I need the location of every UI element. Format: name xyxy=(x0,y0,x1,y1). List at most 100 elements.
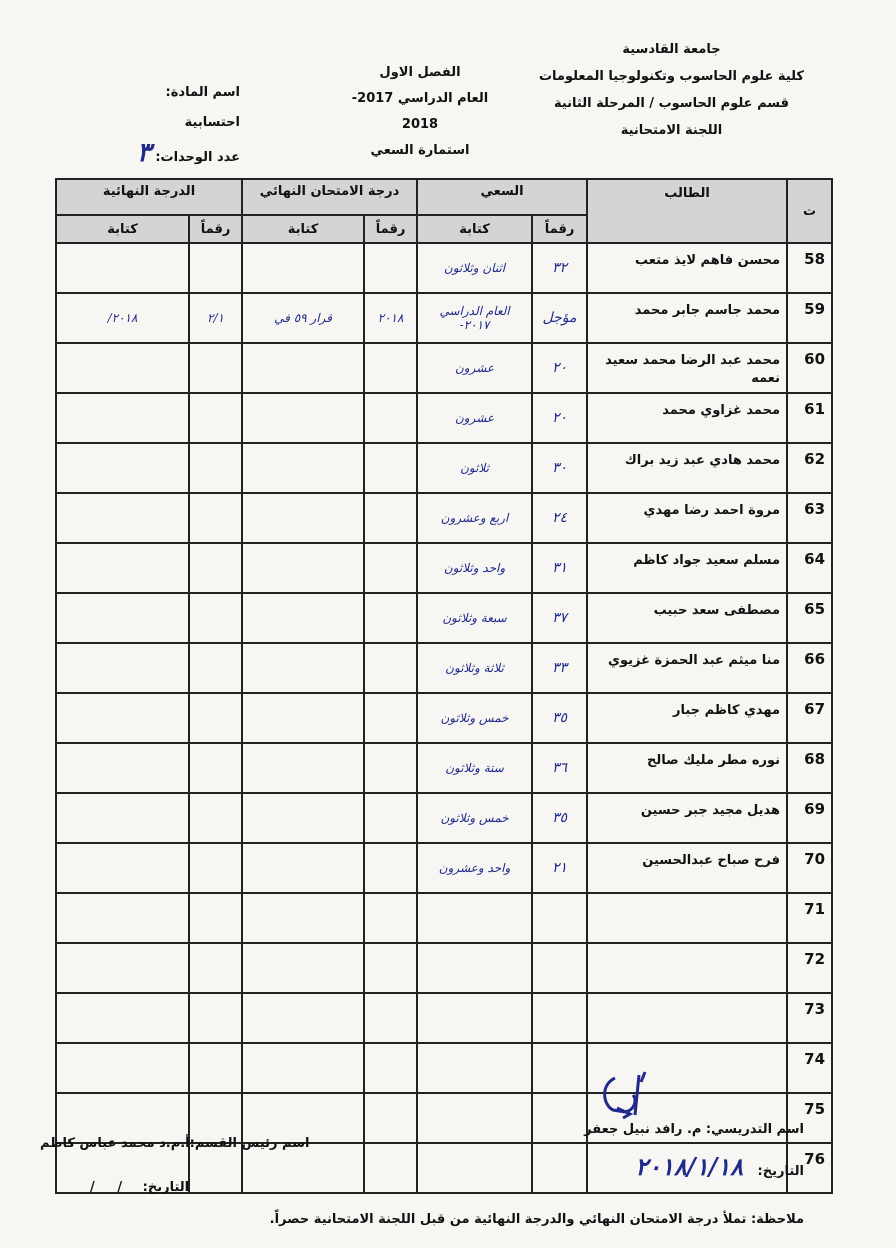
table-row: 66 منا ميثم عبد الحمزة غزيوي ٣٣ ثلاثة وثلاث… xyxy=(54,642,834,694)
final-exam-words xyxy=(241,892,366,944)
university-name: جامعة القادسية xyxy=(622,42,721,57)
coursework-words: خمس وثلاثون xyxy=(416,692,534,744)
final-exam-words-header: كتابة xyxy=(241,214,366,244)
row-number: 62 xyxy=(786,442,834,494)
row-number: 59 xyxy=(786,292,834,344)
final-grade-words xyxy=(54,542,191,594)
coursework-digits xyxy=(531,1142,589,1194)
final-exam-digits xyxy=(363,742,419,794)
final-exam-words xyxy=(241,942,366,994)
final-grade-words xyxy=(54,1042,191,1094)
final-grade-digits xyxy=(188,242,244,294)
final-grade-words xyxy=(54,642,191,694)
table-row: 70 فرح صباح عبدالحسين ٢١ واحد وعشرون xyxy=(54,842,834,894)
department-head-name: اسم رئيس القسم:أ.م.د محمد عباس كاظم xyxy=(40,1136,310,1151)
coursework-words: خمس وثلاثون xyxy=(416,792,534,844)
final-exam-digits xyxy=(363,642,419,694)
coursework-digits xyxy=(531,992,589,1044)
coursework-words xyxy=(416,1042,534,1094)
row-number: 64 xyxy=(786,542,834,594)
row-number: 69 xyxy=(786,792,834,844)
final-grade-digits xyxy=(188,842,244,894)
final-exam-header: درجة الامتحان النهائي xyxy=(241,178,419,216)
table-row: 72 xyxy=(54,942,834,994)
student-name: مصطفى سعد حبيب xyxy=(586,592,789,644)
final-grade-words: ٢٠١٨/ xyxy=(54,292,191,344)
coursework-digits: ٣٧ xyxy=(531,592,589,644)
table-row: 67 مهدي كاظم جبار ٣٥ خمس وثلاثون xyxy=(54,692,834,744)
coursework-words: ثلاثون xyxy=(416,442,534,494)
final-grade-digits xyxy=(188,1092,244,1144)
coursework-words: عشرون xyxy=(416,342,534,394)
units-value: ٣ xyxy=(136,138,151,168)
final-exam-digits xyxy=(363,992,419,1044)
student-name: محمد غزاوي محمد xyxy=(586,392,789,444)
row-number: 65 xyxy=(786,592,834,644)
final-exam-words xyxy=(241,992,366,1044)
final-grade-digits xyxy=(188,892,244,944)
student-name: محمد هادي عبد زيد براك xyxy=(586,442,789,494)
form-title: استمارة السعي xyxy=(370,143,470,158)
table-row: 63 مروة احمد رضا مهدي ٢٤ اربع وعشرون xyxy=(54,492,834,544)
final-grade-digits xyxy=(188,342,244,394)
semester: الفصل الاول xyxy=(379,65,461,80)
student-name: نوره مطر مليك صالح xyxy=(586,742,789,794)
row-number: 68 xyxy=(786,742,834,794)
final-grade-digits xyxy=(188,592,244,644)
final-grade-words xyxy=(54,492,191,544)
form-header: الفصل الاول العام الدراسي 2017-2018 استم… xyxy=(340,60,500,164)
final-exam-words xyxy=(241,242,366,294)
final-grade-words xyxy=(54,942,191,994)
final-grade-digits xyxy=(188,692,244,744)
final-exam-words xyxy=(241,492,366,544)
final-exam-words xyxy=(241,642,366,694)
row-number: 70 xyxy=(786,842,834,894)
final-exam-words xyxy=(241,442,366,494)
table-row: 68 نوره مطر مليك صالح ٣٦ ستة وثلاثون xyxy=(54,742,834,794)
final-grade-digits xyxy=(188,542,244,594)
coursework-words: العام الدراسي ٢٠١٧- xyxy=(416,292,534,344)
coursework-digits: ٣٥ xyxy=(531,792,589,844)
coursework-digits-header: رقماً xyxy=(531,214,589,244)
table-row: 73 xyxy=(54,992,834,1044)
row-number: 76 xyxy=(786,1142,834,1194)
final-exam-words xyxy=(241,1042,366,1094)
final-exam-words: قرار ٥٩ في xyxy=(241,292,366,344)
coursework-digits: ٣٥ xyxy=(531,692,589,744)
head-date-label: التاريخ: xyxy=(142,1180,190,1195)
row-number: 58 xyxy=(786,242,834,294)
final-grade-digits xyxy=(188,942,244,994)
coursework-words: ثلاثة وثلاثون xyxy=(416,642,534,694)
student-name: مسلم سعيد جواد كاظم xyxy=(586,542,789,594)
row-number: 71 xyxy=(786,892,834,944)
student-name: محمد عبد الرضا محمد سعيد نعمه xyxy=(586,342,789,394)
student-name: محسن فاهم لايذ متعب xyxy=(586,242,789,294)
final-grade-words xyxy=(54,342,191,394)
coursework-words: اربع وعشرون xyxy=(416,492,534,544)
final-exam-digits xyxy=(363,242,419,294)
final-grade-digits-header: رقماً xyxy=(188,214,244,244)
college-name: كلية علوم الحاسوب وتكنولوجيا المعلومات xyxy=(538,69,804,84)
final-grade-digits xyxy=(188,492,244,544)
table-row: 59 محمد جاسم جابر محمد مؤجل العام الدراسي ٢… xyxy=(54,292,834,344)
instructor-signature xyxy=(603,1071,647,1120)
final-grade-words xyxy=(54,842,191,894)
final-exam-words xyxy=(241,792,366,844)
final-grade-digits xyxy=(188,792,244,844)
coursework-digits: ٣٦ xyxy=(531,742,589,794)
final-exam-digits xyxy=(363,1092,419,1144)
instructor-date: التاريخ: ٢٠١٨/١/١٨ xyxy=(635,1152,804,1181)
student-name: محمد جاسم جابر محمد xyxy=(586,292,789,344)
final-grade-digits xyxy=(188,1042,244,1094)
table-row: 61 محمد غزاوي محمد ٢٠ عشرون xyxy=(54,392,834,444)
student-name xyxy=(586,992,789,1044)
coursework-words xyxy=(416,892,534,944)
table-row: 76 xyxy=(54,1142,834,1194)
coursework-words xyxy=(416,942,534,994)
student-name xyxy=(586,1092,789,1144)
student-name: مروة احمد رضا مهدي xyxy=(586,492,789,544)
institution-header: جامعة القادسية كلية علوم الحاسوب وتكنولو… xyxy=(539,36,804,144)
final-exam-words xyxy=(241,742,366,794)
coursework-digits xyxy=(531,1042,589,1094)
final-grade-digits xyxy=(188,1142,244,1194)
